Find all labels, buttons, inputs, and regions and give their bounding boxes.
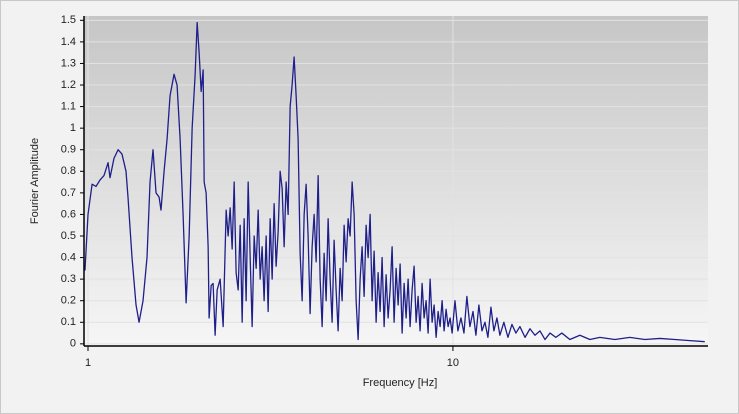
x-tick-label: 10 xyxy=(447,357,459,369)
y-tick-label: 0.1 xyxy=(61,316,76,328)
y-tick-label: 0.3 xyxy=(61,273,76,285)
y-tick-label: 0.9 xyxy=(61,144,76,156)
y-tick-label: 0.7 xyxy=(61,187,76,199)
y-tick-label: 1.3 xyxy=(61,57,76,69)
y-tick-label: 0.4 xyxy=(61,251,76,263)
y-tick-label: 0.6 xyxy=(61,208,76,220)
y-tick-label: 0.2 xyxy=(61,295,76,307)
plot-area xyxy=(84,16,708,346)
y-tick-label: 1.1 xyxy=(61,100,76,112)
y-tick-label: 1.2 xyxy=(61,79,76,91)
y-tick-label: 0.8 xyxy=(61,165,76,177)
y-tick-label: 1.5 xyxy=(61,14,76,26)
y-tick-label: 0.5 xyxy=(61,230,76,242)
y-tick-label: 1 xyxy=(70,122,76,134)
x-axis-label: Frequency [Hz] xyxy=(363,377,438,389)
y-tick-label: 0 xyxy=(70,338,76,350)
y-tick-label: 1.4 xyxy=(61,36,76,48)
x-tick-label: 1 xyxy=(85,357,91,369)
series-line xyxy=(84,21,705,343)
y-axis-label: Fourier Amplitude xyxy=(29,138,41,224)
